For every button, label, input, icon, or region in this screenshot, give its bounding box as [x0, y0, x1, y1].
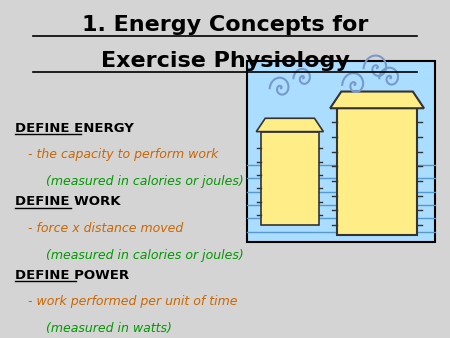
- Text: DEFINE ENERGY: DEFINE ENERGY: [15, 122, 134, 135]
- Text: DEFINE WORK: DEFINE WORK: [15, 195, 120, 208]
- Text: Exercise Physiology: Exercise Physiology: [100, 51, 350, 72]
- Text: - force x distance moved: - force x distance moved: [28, 222, 184, 235]
- Polygon shape: [256, 118, 324, 131]
- Text: DEFINE POWER: DEFINE POWER: [15, 269, 129, 282]
- Text: (measured in calories or joules): (measured in calories or joules): [46, 175, 244, 188]
- Bar: [337, 108, 417, 235]
- Text: (measured in calories or joules): (measured in calories or joules): [46, 249, 244, 262]
- Text: - work performed per unit of time: - work performed per unit of time: [28, 295, 238, 308]
- Text: - the capacity to perform work: - the capacity to perform work: [28, 148, 219, 162]
- Text: (measured in watts): (measured in watts): [46, 322, 172, 335]
- Text: 1. Energy Concepts for: 1. Energy Concepts for: [82, 15, 368, 35]
- Bar: [261, 131, 319, 225]
- Polygon shape: [330, 92, 424, 108]
- Bar: [248, 62, 435, 242]
